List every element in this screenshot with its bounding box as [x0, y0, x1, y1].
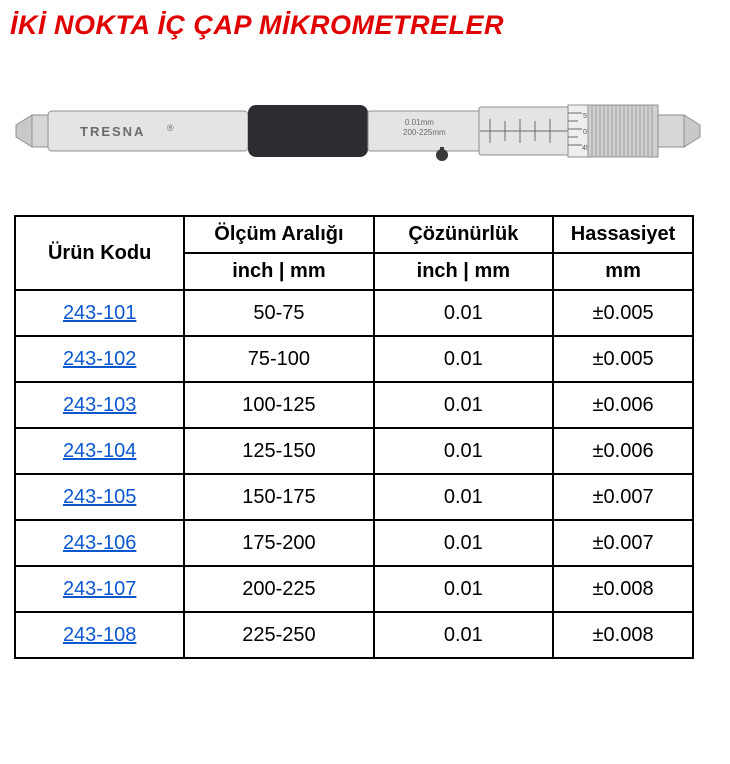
cell-range: 75-100 — [184, 336, 373, 382]
cell-resolution: 0.01 — [374, 474, 554, 520]
product-code-link[interactable]: 243-101 — [63, 302, 136, 324]
product-code-link[interactable]: 243-104 — [63, 440, 136, 462]
cell-code: 243-105 — [15, 474, 184, 520]
cell-resolution: 0.01 — [374, 382, 554, 428]
table-row: 243-105 150-1750.01±0.007 — [15, 474, 693, 520]
cell-range: 50-75 — [184, 290, 373, 336]
cell-accuracy: ±0.005 — [553, 290, 693, 336]
col-header-resolution: Çözünürlük — [374, 216, 554, 253]
svg-text:TRESNA: TRESNA — [80, 124, 145, 139]
product-code-link[interactable]: 243-102 — [63, 348, 136, 370]
table-row: 243-107 200-2250.01±0.008 — [15, 566, 693, 612]
col-subheader-range-unit: inch | mm — [184, 253, 373, 290]
table-row: 243-108 225-2500.01±0.008 — [15, 612, 693, 658]
col-subheader-resolution-unit: inch | mm — [374, 253, 554, 290]
table-row: 243-106 175-2000.01±0.007 — [15, 520, 693, 566]
cell-accuracy: ±0.007 — [553, 474, 693, 520]
svg-text:0.01mm: 0.01mm — [405, 118, 434, 127]
cell-code: 243-107 — [15, 566, 184, 612]
cell-code: 243-101 — [15, 290, 184, 336]
cell-resolution: 0.01 — [374, 566, 554, 612]
page-title: İKİ NOKTA İÇ ÇAP MİKROMETRELER — [10, 10, 720, 41]
cell-resolution: 0.01 — [374, 612, 554, 658]
cell-accuracy: ±0.006 — [553, 428, 693, 474]
svg-text:0: 0 — [583, 129, 587, 136]
product-code-link[interactable]: 243-103 — [63, 394, 136, 416]
table-row: 243-104 125-1500.01±0.006 — [15, 428, 693, 474]
cell-accuracy: ±0.006 — [553, 382, 693, 428]
table-row: 243-102 75-1000.01±0.005 — [15, 336, 693, 382]
svg-text:®: ® — [167, 123, 174, 133]
svg-text:200-225mm: 200-225mm — [403, 128, 446, 137]
cell-resolution: 0.01 — [374, 428, 554, 474]
cell-code: 243-104 — [15, 428, 184, 474]
cell-range: 150-175 — [184, 474, 373, 520]
product-code-link[interactable]: 243-107 — [63, 578, 136, 600]
col-header-code: Ürün Kodu — [15, 216, 184, 290]
cell-accuracy: ±0.008 — [553, 566, 693, 612]
product-code-link[interactable]: 243-108 — [63, 624, 136, 646]
cell-range: 100-125 — [184, 382, 373, 428]
product-code-link[interactable]: 243-106 — [63, 532, 136, 554]
cell-range: 200-225 — [184, 566, 373, 612]
cell-code: 243-103 — [15, 382, 184, 428]
cell-code: 243-106 — [15, 520, 184, 566]
product-image: TRESNA ® 0.01mm 200-225mm 5 0 45 — [10, 71, 706, 191]
cell-resolution: 0.01 — [374, 520, 554, 566]
table-row: 243-101 50-750.01±0.005 — [15, 290, 693, 336]
product-code-link[interactable]: 243-105 — [63, 486, 136, 508]
cell-range: 125-150 — [184, 428, 373, 474]
cell-accuracy: ±0.005 — [553, 336, 693, 382]
cell-resolution: 0.01 — [374, 290, 554, 336]
cell-accuracy: ±0.008 — [553, 612, 693, 658]
spec-table: Ürün Kodu Ölçüm Aralığı Çözünürlük Hassa… — [14, 215, 694, 659]
cell-code: 243-102 — [15, 336, 184, 382]
cell-resolution: 0.01 — [374, 336, 554, 382]
cell-range: 225-250 — [184, 612, 373, 658]
col-subheader-accuracy-unit: mm — [553, 253, 693, 290]
table-row: 243-103 100-1250.01±0.006 — [15, 382, 693, 428]
cell-range: 175-200 — [184, 520, 373, 566]
col-header-accuracy: Hassasiyet — [553, 216, 693, 253]
svg-text:5: 5 — [583, 113, 587, 120]
cell-accuracy: ±0.007 — [553, 520, 693, 566]
cell-code: 243-108 — [15, 612, 184, 658]
col-header-range: Ölçüm Aralığı — [184, 216, 373, 253]
